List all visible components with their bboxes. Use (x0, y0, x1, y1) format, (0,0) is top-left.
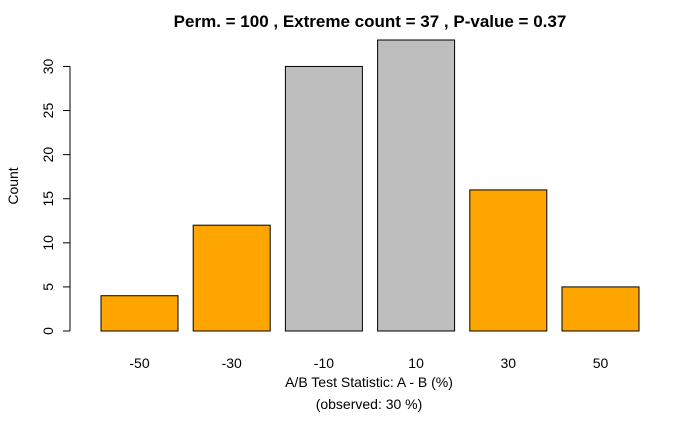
y-tick-label: 0 (40, 327, 56, 335)
x-tick-labels: -50 -30 -10 10 30 50 (129, 355, 608, 371)
x-tick-label: -10 (314, 355, 334, 371)
bar--50 (100, 295, 179, 332)
y-tick-label: 30 (40, 58, 56, 74)
bar--30 (192, 224, 271, 332)
x-axis-label: A/B Test Statistic: A - B (%) (285, 374, 453, 390)
y-axis-label: Count (5, 167, 21, 204)
y-tick-label: 25 (40, 103, 56, 119)
bar-30 (469, 189, 548, 332)
y-tick-label: 15 (40, 191, 56, 207)
bar-50 (561, 286, 640, 332)
bar--10 (284, 65, 363, 332)
x-tick-label: 50 (593, 355, 609, 371)
x-axis-sublabel: (observed: 30 %) (316, 396, 423, 412)
x-tick-label: 30 (501, 355, 517, 371)
y-tick-label: 5 (40, 283, 56, 291)
bars (100, 39, 640, 332)
x-tick-label: 10 (408, 355, 424, 371)
y-tick-label: 10 (40, 235, 56, 251)
bar-10 (377, 39, 456, 332)
y-tick-label: 20 (40, 147, 56, 163)
x-tick-label: -30 (222, 355, 242, 371)
y-axis: 0 5 10 15 20 25 30 (40, 58, 71, 335)
x-tick-label: -50 (129, 355, 149, 371)
chart-title: Perm. = 100 , Extreme count = 37 , P-val… (174, 12, 567, 31)
